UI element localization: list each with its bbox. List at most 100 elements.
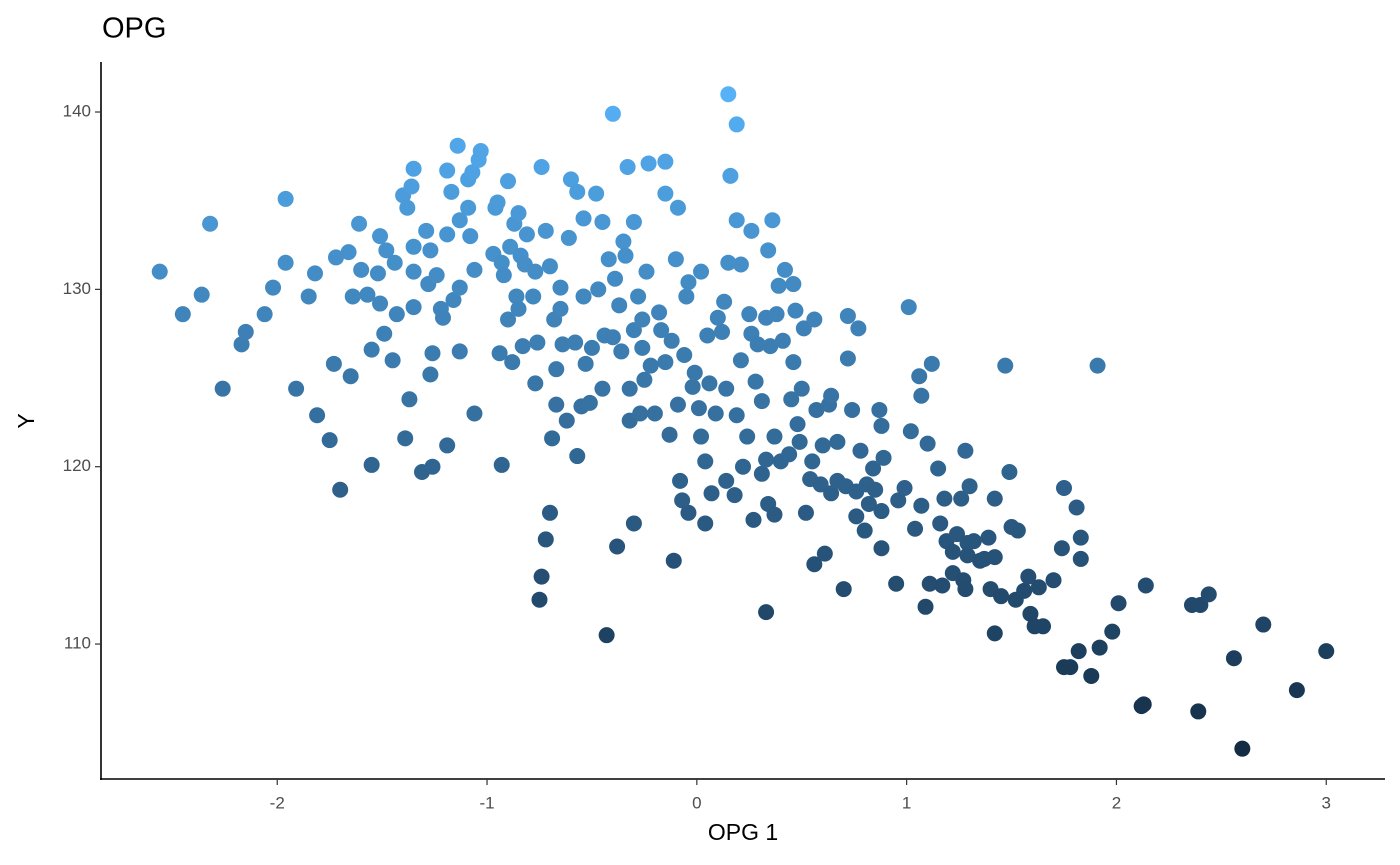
point [697,515,714,532]
point [997,357,1014,374]
point [625,213,642,230]
point [646,405,663,422]
point [531,591,548,608]
point [388,306,405,323]
point [560,229,577,246]
point [541,504,558,521]
point [640,155,657,172]
point [1110,595,1127,612]
point [923,355,940,372]
point [888,575,905,592]
point [464,164,481,181]
point [993,588,1010,605]
point [722,167,739,184]
point [657,354,674,371]
point [399,199,416,216]
point [785,276,802,293]
point [642,357,659,374]
point [1035,618,1052,635]
point [871,401,888,418]
point [369,265,386,282]
point [256,306,273,323]
point [514,338,531,355]
point [489,194,506,211]
point [900,299,917,316]
point [405,263,422,280]
point [233,336,250,353]
point [363,341,380,358]
point [174,306,191,323]
point [1234,740,1251,757]
chart-title: OPG [102,13,166,45]
point [986,625,1003,642]
point [714,323,731,340]
point [745,511,762,528]
point [667,251,684,268]
point [575,210,592,227]
point [567,334,584,351]
point [405,299,422,316]
point [577,355,594,372]
point [865,460,882,477]
point [638,263,655,280]
point [787,302,804,319]
point [422,366,439,383]
point [764,212,781,229]
point [686,364,703,381]
y-tick-label: 130 [63,279,91,298]
point [663,332,680,349]
point [949,526,965,543]
point [418,222,435,239]
point [353,261,370,278]
x-tick-label: 2 [1112,793,1121,812]
point [541,258,558,275]
point [720,86,737,103]
point [741,306,758,323]
point [770,277,787,294]
point [911,368,928,385]
point [707,405,724,422]
point [378,242,395,259]
point [372,295,389,312]
point [443,183,460,200]
point [1030,579,1047,596]
point [839,307,856,324]
x-tick-label: 1 [902,793,911,812]
point [569,183,586,200]
point [783,391,800,408]
point [1070,643,1087,660]
point [676,346,693,363]
point [554,336,571,353]
point [823,387,840,404]
point [680,274,697,291]
point [265,279,282,296]
point [321,432,338,449]
x-tick-label: -2 [270,793,285,812]
point [703,485,720,502]
point [848,508,865,525]
point [502,238,519,255]
point [806,311,823,328]
y-tick-label: 140 [63,101,91,120]
point [510,205,527,222]
point [575,288,592,305]
point [462,228,479,245]
point [449,137,466,154]
point [451,279,468,296]
point [493,254,510,271]
point [867,481,884,498]
point [804,453,821,470]
point [661,426,678,443]
point [957,442,974,459]
x-axis-title: OPG 1 [708,819,778,845]
point [588,185,605,202]
point [632,405,649,422]
point [372,228,389,245]
point [598,627,615,644]
point [907,520,924,537]
point [720,254,737,271]
point [693,428,710,445]
point [594,213,611,230]
point [669,396,686,413]
point [758,451,775,468]
